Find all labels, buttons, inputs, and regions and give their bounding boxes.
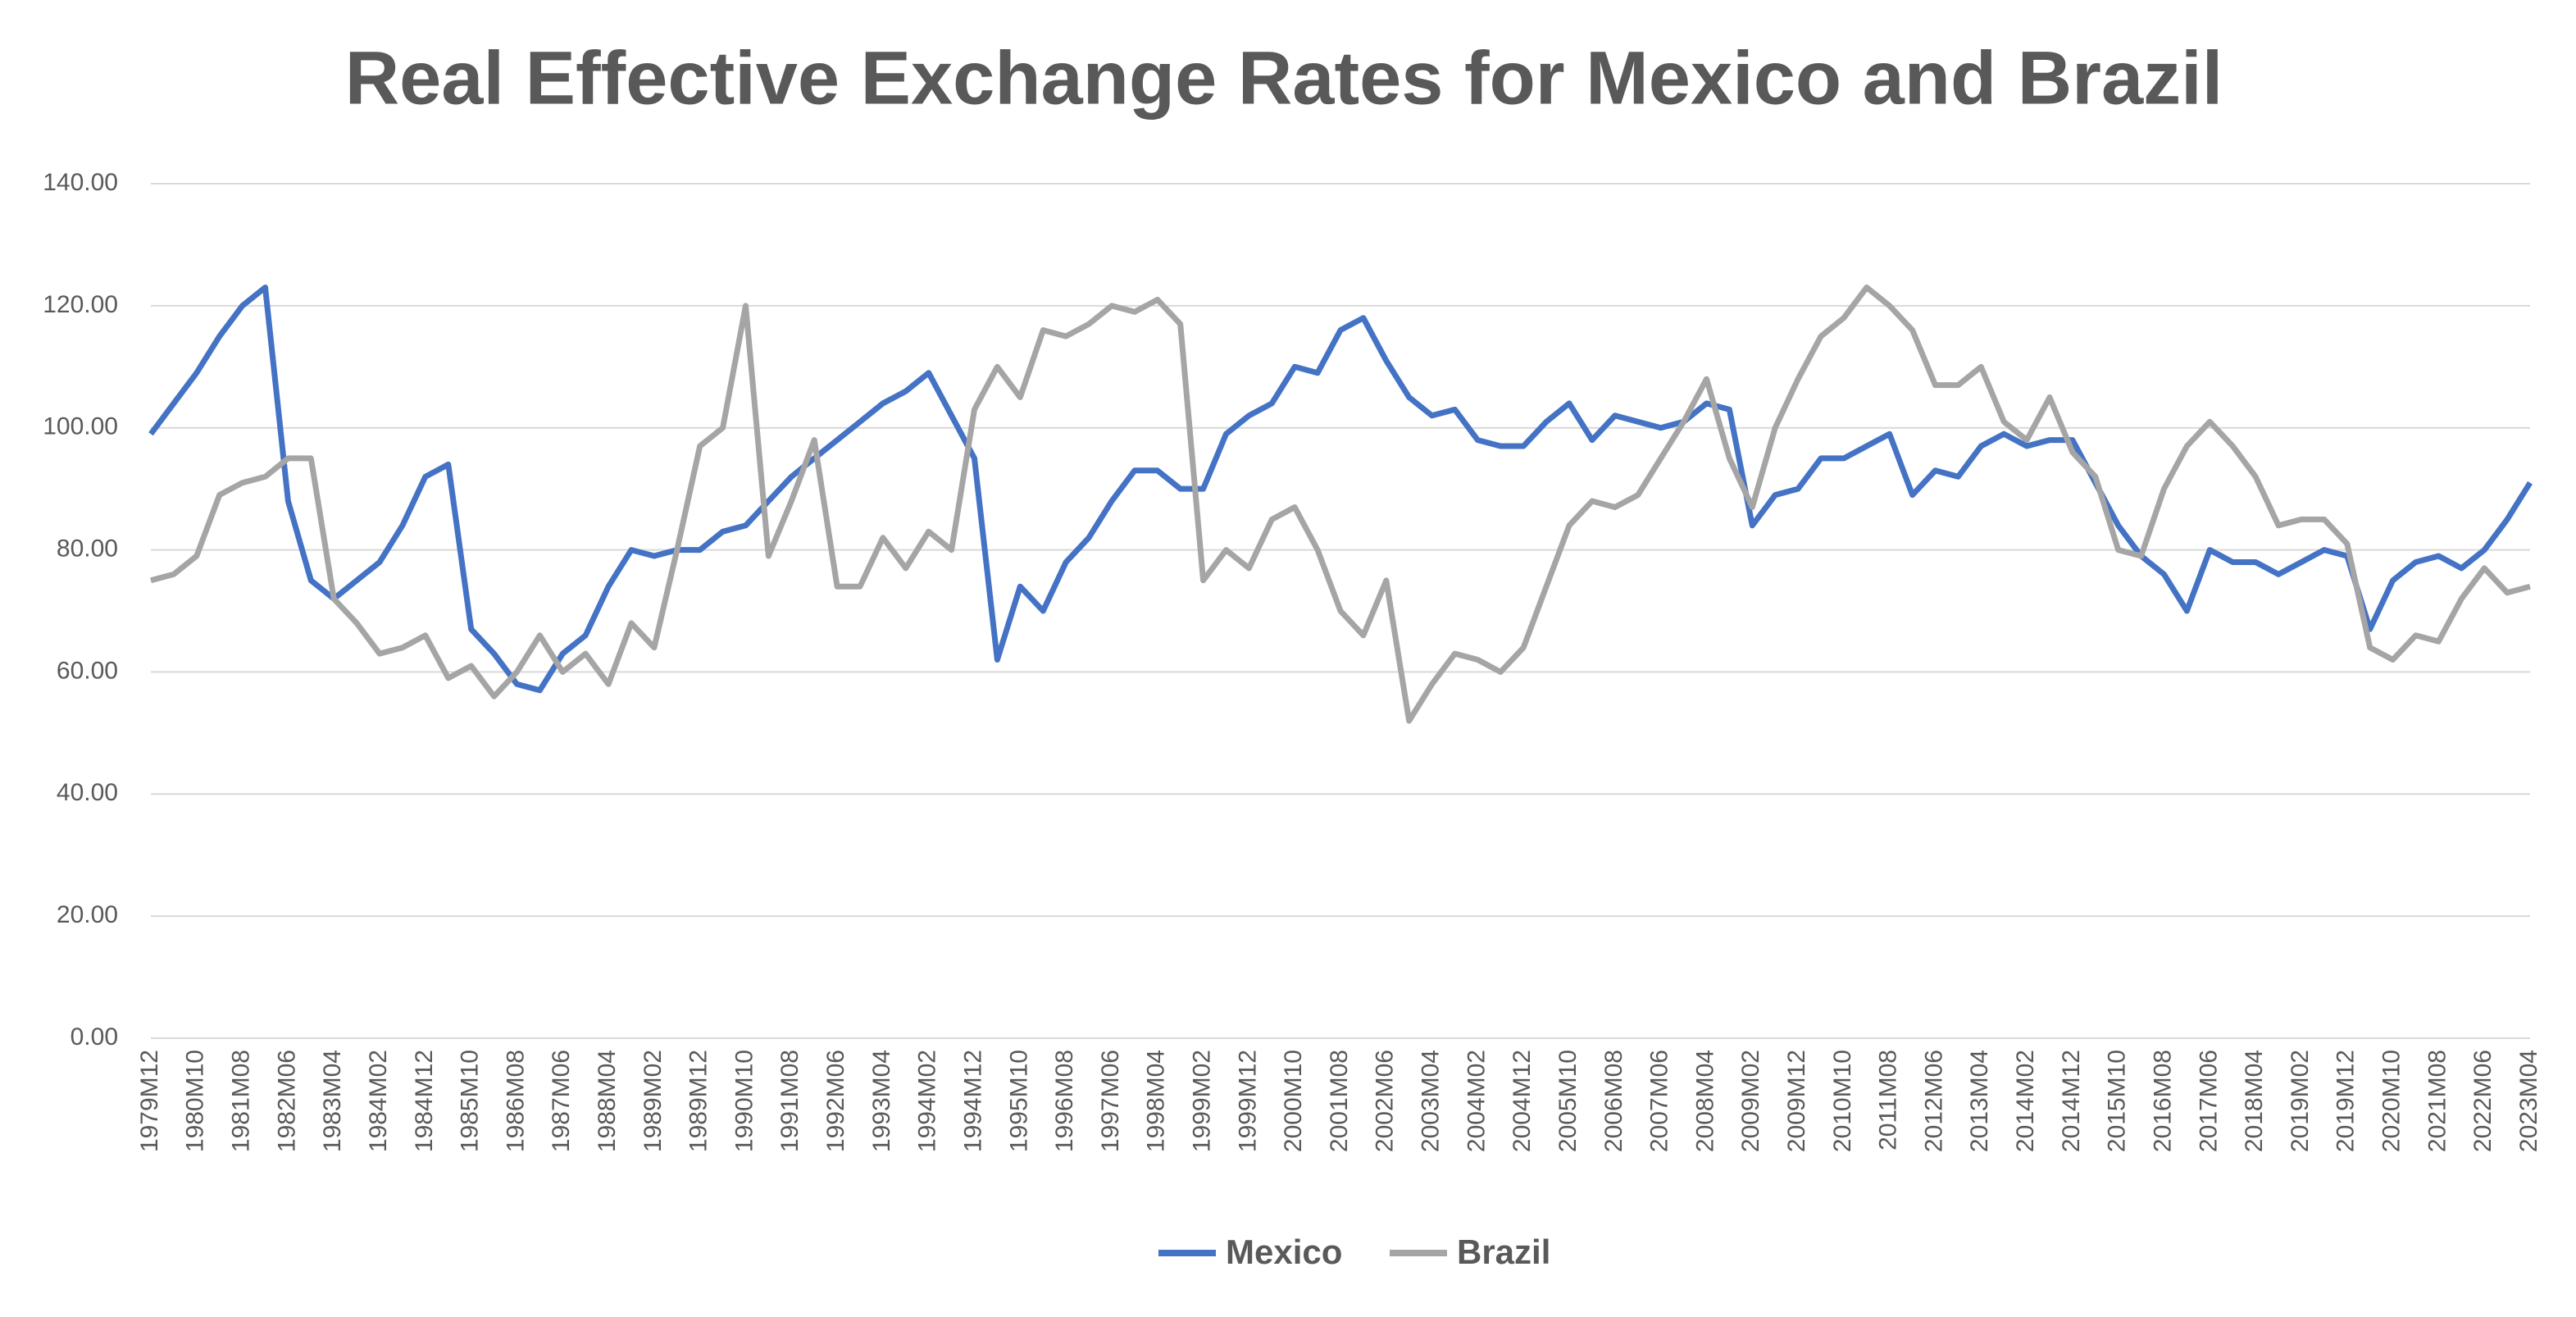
x-tick-label: 2023M04	[2515, 1050, 2542, 1152]
y-tick-label: 80.00	[57, 535, 118, 562]
x-tick-label: 2006M08	[1600, 1050, 1627, 1152]
x-tick-label: 2004M12	[1509, 1050, 1536, 1152]
x-tick-label: 1984M12	[411, 1050, 438, 1152]
x-tick-label: 2013M04	[1966, 1050, 1993, 1152]
x-tick-label: 1991M08	[776, 1050, 803, 1152]
x-tick-label: 1984M02	[365, 1050, 392, 1152]
x-tick-label: 2014M02	[2012, 1050, 2039, 1152]
x-tick-label: 1995M10	[1005, 1050, 1032, 1152]
x-tick-label: 2017M06	[2195, 1050, 2222, 1152]
x-tick-label: 1982M06	[273, 1050, 300, 1152]
y-tick-label: 40.00	[57, 779, 118, 806]
x-tick-label: 1994M12	[959, 1050, 986, 1152]
chart-title: Real Effective Exchange Rates for Mexico…	[345, 36, 2223, 120]
x-tick-label: 2020M10	[2378, 1050, 2405, 1152]
x-tick-label: 2014M12	[2058, 1050, 2085, 1152]
x-tick-label: 2011M08	[1875, 1050, 1902, 1151]
x-tick-label: 2018M04	[2241, 1050, 2268, 1152]
legend-label: Brazil	[1457, 1233, 1550, 1271]
x-tick-label: 2005M10	[1554, 1050, 1582, 1152]
x-tick-label: 1979M12	[136, 1050, 163, 1152]
x-tick-label: 2001M08	[1326, 1050, 1353, 1152]
x-tick-label: 1988M04	[594, 1050, 621, 1152]
x-tick-label: 2016M08	[2149, 1050, 2176, 1152]
x-tick-label: 1989M02	[639, 1050, 667, 1152]
x-tick-label: 1990M10	[730, 1050, 758, 1152]
x-tick-label: 2002M06	[1372, 1050, 1399, 1152]
x-tick-label: 1981M08	[228, 1050, 255, 1152]
legend-label: Mexico	[1226, 1233, 1342, 1271]
series-line	[150, 285, 2531, 724]
x-tick-label: 2008M04	[1691, 1050, 1718, 1152]
x-tick-label: 1994M02	[914, 1050, 941, 1152]
x-tick-label: 1985M10	[457, 1050, 484, 1152]
y-tick-label: 100.00	[43, 413, 118, 440]
x-tick-label: 2003M04	[1418, 1050, 1445, 1152]
x-tick-label: 1998M04	[1143, 1050, 1170, 1152]
y-tick-label: 140.00	[43, 169, 118, 196]
x-tick-label: 1980M10	[182, 1050, 209, 1152]
x-tick-label: 1997M06	[1097, 1050, 1124, 1152]
x-tick-label: 1996M08	[1051, 1050, 1078, 1152]
x-tick-label: 1989M12	[685, 1050, 712, 1152]
y-tick-label: 20.00	[57, 901, 118, 928]
series-line	[148, 285, 2533, 694]
x-tick-label: 1983M04	[319, 1050, 346, 1152]
y-tick-label: 0.00	[71, 1023, 118, 1050]
x-tick-label: 2000M10	[1280, 1050, 1307, 1152]
x-tick-label: 2004M02	[1463, 1050, 1490, 1152]
x-tick-label: 1993M04	[868, 1050, 895, 1152]
x-tick-label: 2009M02	[1737, 1050, 1764, 1152]
x-tick-label: 2015M10	[2104, 1050, 2131, 1152]
x-tick-label: 2012M06	[1920, 1050, 1947, 1152]
x-tick-label: 2019M12	[2333, 1050, 2360, 1152]
x-tick-label: 2010M10	[1829, 1050, 1856, 1152]
x-tick-label: 1987M06	[548, 1050, 575, 1152]
x-tick-label: 2009M12	[1783, 1050, 1810, 1152]
y-tick-label: 60.00	[57, 657, 118, 684]
x-tick-label: 2022M06	[2469, 1050, 2496, 1152]
x-tick-label: 2007M06	[1646, 1050, 1673, 1152]
x-tick-label: 1986M08	[502, 1050, 529, 1152]
x-tick-label: 2021M08	[2424, 1050, 2451, 1152]
x-tick-label: 1992M06	[822, 1050, 849, 1152]
x-tick-label: 1999M02	[1188, 1050, 1215, 1152]
x-tick-label: 2019M02	[2287, 1050, 2314, 1152]
y-tick-label: 120.00	[43, 291, 118, 318]
x-tick-label: 1999M12	[1234, 1050, 1261, 1152]
